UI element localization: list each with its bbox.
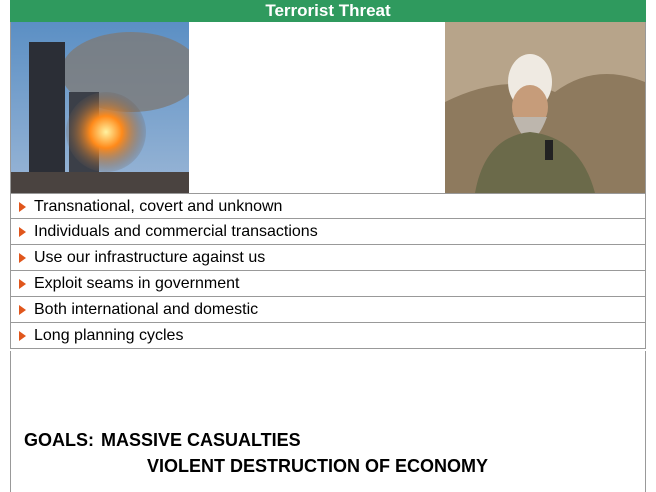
photo-portrait [445,22,645,193]
bullet-icon [19,227,26,237]
bullet-row: Use our infrastructure against us [10,245,646,271]
bullet-icon [19,279,26,289]
goals-line: MASSIVE CASUALTIES [101,430,301,451]
goals-label: GOALS: [24,430,94,451]
title-bar: Terrorist Threat [10,0,646,22]
bullet-row: Transnational, covert and unknown [10,193,646,219]
bullet-row: Both international and domestic [10,297,646,323]
bullet-text: Long planning cycles [34,323,183,348]
photo-strip [10,22,646,193]
bullet-row: Exploit seams in government [10,271,646,297]
slide: Terrorist Threat Transnational, covert a… [0,0,656,492]
photo-towers [11,22,189,193]
bullet-icon [19,202,26,212]
bullet-text: Both international and domestic [34,297,258,322]
bullet-text: Exploit seams in government [34,271,239,296]
bullet-row: Individuals and commercial transactions [10,219,646,245]
bullet-icon [19,331,26,341]
bullet-row: Long planning cycles [10,323,646,349]
goals-box: GOALS: MASSIVE CASUALTIES VIOLENT DESTRU… [10,351,646,492]
bullet-text: Individuals and commercial transactions [34,219,318,244]
goals-line: VIOLENT DESTRUCTION OF ECONOMY [147,456,488,477]
bullet-icon [19,305,26,315]
bullet-icon [19,253,26,263]
bullet-text: Use our infrastructure against us [34,245,265,270]
bullet-text: Transnational, covert and unknown [34,194,282,219]
